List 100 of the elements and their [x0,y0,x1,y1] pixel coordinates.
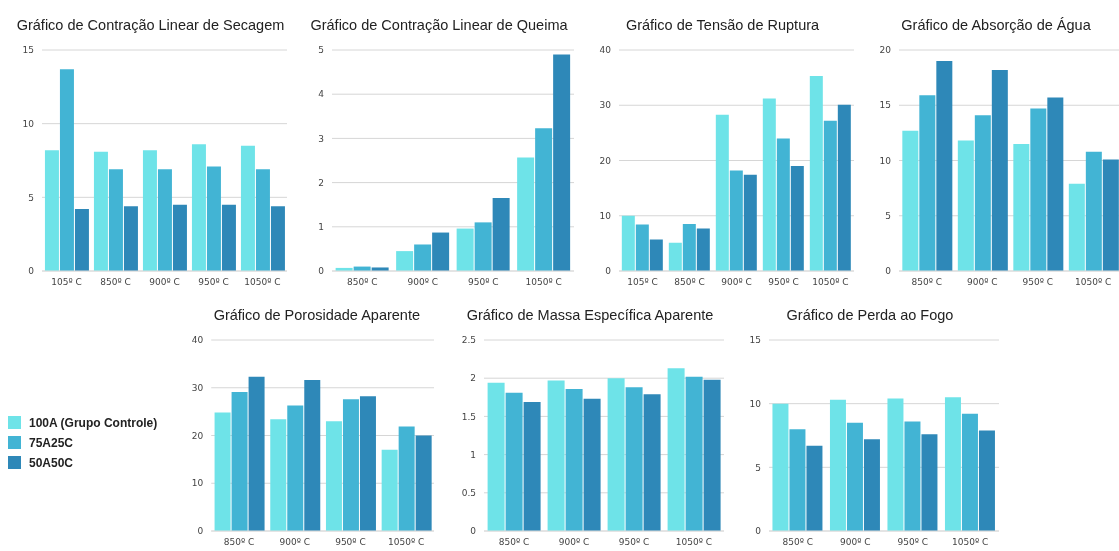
bar [635,224,649,271]
y-tick-label: 20 [191,430,204,441]
chart-title: Gráfico de Contração Linear de Queima [309,16,569,35]
y-tick-label: 1 [318,222,324,232]
bar [776,138,790,271]
bar [904,421,921,531]
x-tick-label: 950º C [335,537,366,548]
bar [863,439,880,531]
x-tick-label: 1050º C [388,537,425,548]
y-tick-label: 10 [879,155,892,166]
bar [304,380,321,531]
x-tick-label: 1050º C [675,537,713,548]
y-tick-label: 40 [599,45,612,56]
y-tick-label: 40 [191,335,204,346]
x-tick-label: 900º C [966,277,998,288]
chart-title: Gráfico de Massa Específica Aparente [465,306,715,325]
bar [823,120,837,271]
x-tick-label: 950º C [618,537,650,548]
bar [157,169,172,271]
x-tick-label: 850º C [498,537,530,548]
bar [936,61,953,271]
bar [607,378,625,531]
y-tick-label: 30 [599,100,612,111]
bar [523,401,541,531]
bar [432,232,450,271]
bar [123,206,138,271]
y-tick-label: 1 [470,449,476,460]
bar [487,382,505,531]
x-tick-label: 850º C [100,277,131,288]
bar [108,169,123,271]
legend-label: 100A (Grupo Controle) [29,415,158,430]
bar [398,426,415,531]
y-tick-label: 20 [879,45,892,56]
y-tick-label: 0 [605,266,612,277]
y-tick-label: 15 [879,100,891,111]
y-tick-label: 0 [885,266,892,277]
bar [191,144,206,271]
x-tick-label: 950º C [768,277,799,288]
bar [902,130,919,271]
bar [1030,108,1047,271]
bar [142,150,157,271]
bar [255,169,270,271]
y-tick-label: 0 [197,526,204,537]
bar [172,204,187,271]
bar [806,445,823,531]
bar [809,75,823,271]
bar [919,95,936,271]
x-tick-label: 1050º C [812,277,849,288]
bar [240,145,255,271]
x-tick-label: 850º C [674,277,705,288]
bar [1102,159,1119,271]
y-tick-label: 0.5 [461,487,476,498]
bar [547,380,565,531]
bar [359,396,376,531]
bar [553,54,571,271]
y-tick-label: 20 [599,155,612,166]
y-tick-label: 15 [749,335,761,346]
bar [1085,151,1102,271]
bar [270,419,287,531]
bar [74,209,89,271]
y-tick-label: 10 [749,398,762,409]
y-tick-label: 5 [755,462,761,473]
bar [789,429,806,531]
bar [887,398,904,531]
x-tick-label: 1050º C [525,277,562,288]
x-tick-label: 105º C [51,277,82,288]
bar [583,398,601,531]
bar [696,228,710,271]
bar [829,399,846,531]
y-tick-label: 2.5 [461,335,476,346]
bar [625,387,643,531]
bar [59,69,74,271]
x-tick-label: 1050º C [244,277,281,288]
bar [221,204,236,271]
chart-title: Gráfico de Contração Linear de Secagem [15,16,286,35]
bar [790,166,804,271]
y-tick-label: 0 [755,526,762,537]
y-tick-label: 2 [318,177,324,188]
x-tick-label: 950º C [897,537,929,548]
bar [287,405,304,531]
x-tick-label: 900º C [721,277,752,288]
y-tick-label: 10 [191,478,204,489]
bar [535,128,553,271]
chart-title: Gráfico de Perda ao Fogo [785,306,955,325]
bar [682,224,696,271]
bar [921,434,938,531]
bar [1047,97,1064,271]
bar [743,174,757,271]
y-tick-label: 2 [470,373,476,384]
bar [415,435,432,531]
bar [505,392,523,531]
bar [649,239,663,271]
bar [978,430,995,531]
x-tick-label: 950º C [198,277,229,288]
chart-title: Gráfico de Porosidade Aparente [212,306,421,325]
bar [703,379,721,531]
y-tick-label: 1.5 [461,411,476,422]
x-tick-label: 900º C [839,537,871,548]
x-tick-label: 850º C [911,277,943,288]
bar [1068,183,1085,271]
